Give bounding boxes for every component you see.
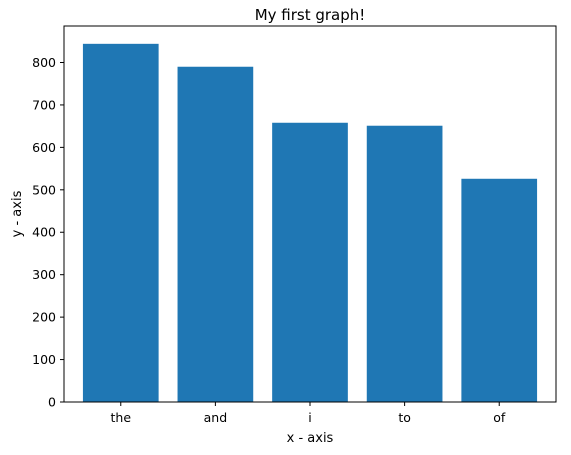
bar-of: [461, 178, 538, 402]
y-tick-label: 0: [48, 395, 56, 410]
x-tick-label: i: [308, 410, 311, 425]
bar-the: [82, 43, 159, 403]
x-axis-ticks: the and i to of: [111, 402, 506, 425]
x-tick-label: the: [111, 410, 132, 425]
bars-group: [82, 43, 538, 403]
bar-to: [366, 125, 443, 402]
x-tick-label: of: [493, 410, 506, 425]
chart-title: My first graph!: [255, 6, 366, 24]
y-tick-label: 300: [32, 267, 56, 282]
y-axis-ticks: 0 100 200 300 400 500 600 700 800: [32, 55, 64, 410]
y-tick-label: 700: [32, 97, 56, 112]
y-axis-label: y - axis: [10, 190, 25, 237]
y-tick-label: 600: [32, 140, 56, 155]
y-tick-label: 400: [32, 225, 56, 240]
x-axis-label: x - axis: [287, 431, 334, 446]
bar-i: [272, 122, 348, 402]
plot-frame: [63, 25, 557, 403]
y-tick-label: 500: [32, 182, 56, 197]
x-tick-label: to: [398, 410, 411, 425]
y-tick-label: 800: [32, 55, 56, 70]
bar-and: [177, 66, 254, 402]
y-tick-label: 200: [32, 310, 56, 325]
y-tick-label: 100: [32, 352, 56, 367]
x-tick-label: and: [204, 410, 228, 425]
